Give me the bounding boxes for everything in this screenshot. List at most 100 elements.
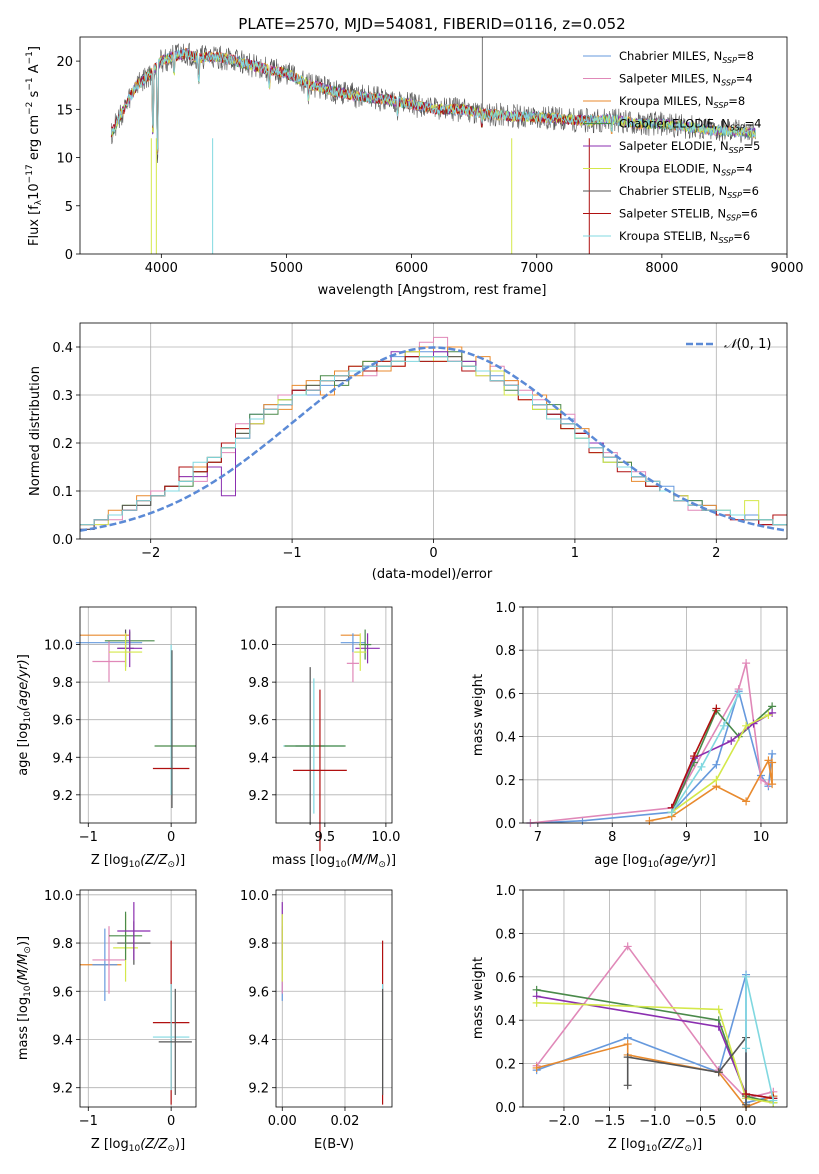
mass-weight-line xyxy=(536,974,774,1104)
x-tick-label: −2 xyxy=(141,546,160,561)
y-tick-label: 9.2 xyxy=(248,1082,269,1097)
residuals-axes-layer: −2 −1 0 1 2 0.0 0.1 0.2 0.3 0.4 xyxy=(52,341,720,561)
x-tick-label: 4000 xyxy=(145,261,178,276)
legend-label: Chabrier STELIB, NSSP=6 xyxy=(619,184,759,200)
mass-vs-z-panel: −1 0 9.2 9.4 9.6 9.8 10.0 Z [log10(Z/Z⊙)] mass… xyxy=(16,889,197,1154)
mass-weight-marker xyxy=(532,1063,541,1072)
mass-weight-marker xyxy=(734,689,743,698)
mass-weight-marker xyxy=(764,711,773,719)
legend-subscript: SSP xyxy=(714,101,729,110)
mass-weight-line xyxy=(536,1043,774,1108)
y-tick-label: 9.6 xyxy=(52,714,73,729)
mass-vs-ebv-axes-layer: 0.00 0.02 9.2 9.4 9.6 9.8 10.0 xyxy=(240,889,359,1129)
mass-weight-marker xyxy=(727,736,736,745)
y-tick-label: 0.4 xyxy=(495,731,516,746)
mass-weight-vs-z-x-label: Z [log10(Z/Z⊙)] xyxy=(608,1137,702,1154)
age-vs-mass-axes-layer: 9.5 10.0 9.2 9.4 9.6 9.8 10.0 xyxy=(240,639,400,845)
x-tick-label: 8000 xyxy=(645,261,678,276)
mass-weight-line xyxy=(745,1093,774,1100)
mass-weight-marker xyxy=(719,721,728,730)
errorbar-point xyxy=(109,911,143,960)
mass-vs-z-axes-layer: −1 0 9.2 9.4 9.6 9.8 10.0 xyxy=(44,889,175,1129)
y-tick-label: 1.0 xyxy=(495,601,516,616)
x-tick-label: −1 xyxy=(283,546,302,561)
mass-vs-z-plot-frame xyxy=(79,889,197,1108)
mass-weight-marker xyxy=(768,780,777,789)
mass-weight-vs-z-axes-layer: −2.0 −1.5 −1.0 −0.5 0.0 0.0 0.2 0.4 0.6 0.8 1.0 xyxy=(495,884,756,1129)
y-tick-label: 0.8 xyxy=(495,644,516,659)
mass-weight-vs-age-axes-layer: 7 8 9 10 0.0 0.2 0.4 0.6 0.8 1.0 xyxy=(495,601,769,845)
mass-weight-vs-z-y-label: mass weight xyxy=(471,957,486,1039)
age-vs-mass-x-label: mass [log10(M/M⊙)] xyxy=(272,853,396,870)
legend-count: =4 xyxy=(745,117,762,131)
errorbar-point xyxy=(359,629,372,660)
x-tick-label: 7 xyxy=(534,830,542,845)
x-tick-label: −1.5 xyxy=(594,1114,626,1129)
x-tick-label: 0 xyxy=(167,830,175,845)
y-tick-label: 0.8 xyxy=(495,927,516,942)
age-vs-z-plot-frame xyxy=(79,606,197,824)
y-tick-label: 9.2 xyxy=(52,1082,73,1097)
x-tick-label: −2.0 xyxy=(548,1114,580,1129)
legend-count: =4 xyxy=(736,162,753,176)
errorbar-point xyxy=(92,926,126,994)
residuals-x-label: (data-model)/error xyxy=(372,567,493,582)
spectrum-y-label: Flux [fλ10−17 erg cm−2 s−1 A−1] xyxy=(25,46,44,246)
legend-subscript: SSP xyxy=(721,169,736,178)
x-tick-label: 9000 xyxy=(770,261,803,276)
age-vs-z-panel: −1 0 9.2 9.4 9.6 9.8 10.0 Z [log10(Z/Z⊙)] age … xyxy=(16,606,197,870)
mass-weight-line xyxy=(530,662,769,824)
age-vs-mass-series-layer xyxy=(283,629,380,852)
legend-subscript: SSP xyxy=(722,56,737,65)
x-tick-label: 9 xyxy=(682,830,690,845)
age-vs-mass-plot-frame xyxy=(275,606,393,824)
legend-count: =8 xyxy=(737,49,754,63)
age-vs-z-y-label: age [log10(age/yr)] xyxy=(16,654,33,776)
y-tick-label: 9.4 xyxy=(52,751,73,766)
legend-subscript: SSP xyxy=(730,124,745,133)
mass-weight-marker xyxy=(690,752,699,761)
x-tick-label: −1.0 xyxy=(639,1114,671,1129)
errorbar-point xyxy=(354,633,367,671)
spectrum-x-label: wavelength [Angstrom, rest frame] xyxy=(318,283,547,298)
mass-weight-marker xyxy=(768,758,777,767)
x-tick-label: 2 xyxy=(712,546,720,561)
legend-label: Kroupa ELODIE, NSSP=4 xyxy=(619,162,753,178)
y-tick-label: 9.8 xyxy=(52,676,73,691)
age-vs-mass-grid xyxy=(276,607,392,823)
y-tick-label: 0.4 xyxy=(495,1014,516,1029)
mass-weight-marker xyxy=(712,775,721,784)
mass-vs-z-series-layer xyxy=(80,902,192,1105)
residuals-legend: 𝒩(0, 1) xyxy=(686,337,771,352)
errorbar-point xyxy=(117,629,143,668)
legend-subscript: SSP xyxy=(719,236,734,245)
normal-curve xyxy=(79,346,788,532)
legend-subscript: SSP xyxy=(726,214,741,223)
y-tick-label: 0.2 xyxy=(495,774,516,789)
age-vs-z-x-label: Z [log10(Z/Z⊙)] xyxy=(91,853,185,870)
errorbar-point xyxy=(158,988,192,1095)
y-tick-label: 10.0 xyxy=(44,889,73,904)
spectrum-title: PLATE=2570, MJD=54081, FIBERID=0116, z=0… xyxy=(238,15,625,33)
mass-weight-marker xyxy=(768,749,777,758)
y-tick-label: 10.0 xyxy=(240,889,269,904)
mass-weight-line xyxy=(671,693,740,813)
mass-weight-marker xyxy=(712,760,721,769)
y-tick-label: 0.0 xyxy=(495,817,516,832)
legend-label: Chabrier MILES, NSSP=8 xyxy=(619,49,754,65)
errorbar-point xyxy=(340,633,366,653)
legend-subscript: SSP xyxy=(729,146,744,155)
y-tick-label: 0.6 xyxy=(495,971,516,986)
mass-weight-marker xyxy=(714,1022,723,1031)
mass-weight-marker xyxy=(742,721,751,730)
mass-weight-vs-age-panel: 7 8 9 10 0.0 0.2 0.4 0.6 0.8 1.0 age [log10(age/y… xyxy=(471,601,788,870)
mass-weight-marker xyxy=(769,1096,778,1105)
residuals-y-label: Normed distribution xyxy=(28,366,43,496)
y-tick-label: 9.4 xyxy=(248,751,269,766)
mass-weight-vs-age-y-label: mass weight xyxy=(471,674,486,756)
x-tick-label: −0.5 xyxy=(685,1114,717,1129)
mass-weight-marker xyxy=(742,972,751,981)
y-tick-label: 9.4 xyxy=(248,1033,269,1048)
y-tick-label: 10 xyxy=(56,152,73,167)
mass-weight-marker xyxy=(532,998,541,1007)
